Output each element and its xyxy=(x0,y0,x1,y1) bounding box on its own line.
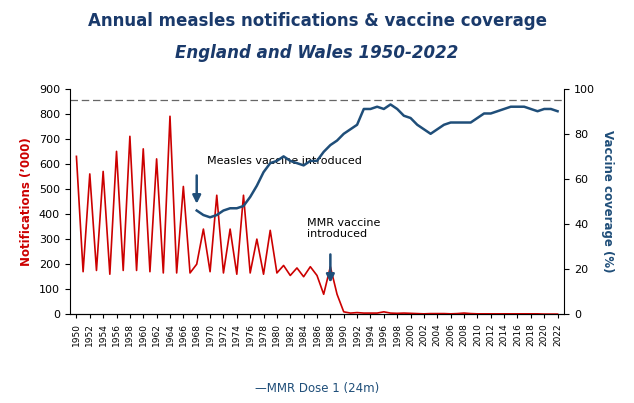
Y-axis label: Notifications (’000): Notifications (’000) xyxy=(20,137,34,266)
Text: Annual measles notifications & vaccine coverage: Annual measles notifications & vaccine c… xyxy=(87,12,547,30)
Text: MMR vaccine
introduced: MMR vaccine introduced xyxy=(307,218,380,239)
Text: —MMR Dose 1 (24m): —MMR Dose 1 (24m) xyxy=(255,382,379,395)
Y-axis label: Vaccine coverage (%): Vaccine coverage (%) xyxy=(602,130,614,273)
Text: England and Wales 1950-2022: England and Wales 1950-2022 xyxy=(176,44,458,62)
Text: Measles vaccine introduced: Measles vaccine introduced xyxy=(207,156,361,166)
